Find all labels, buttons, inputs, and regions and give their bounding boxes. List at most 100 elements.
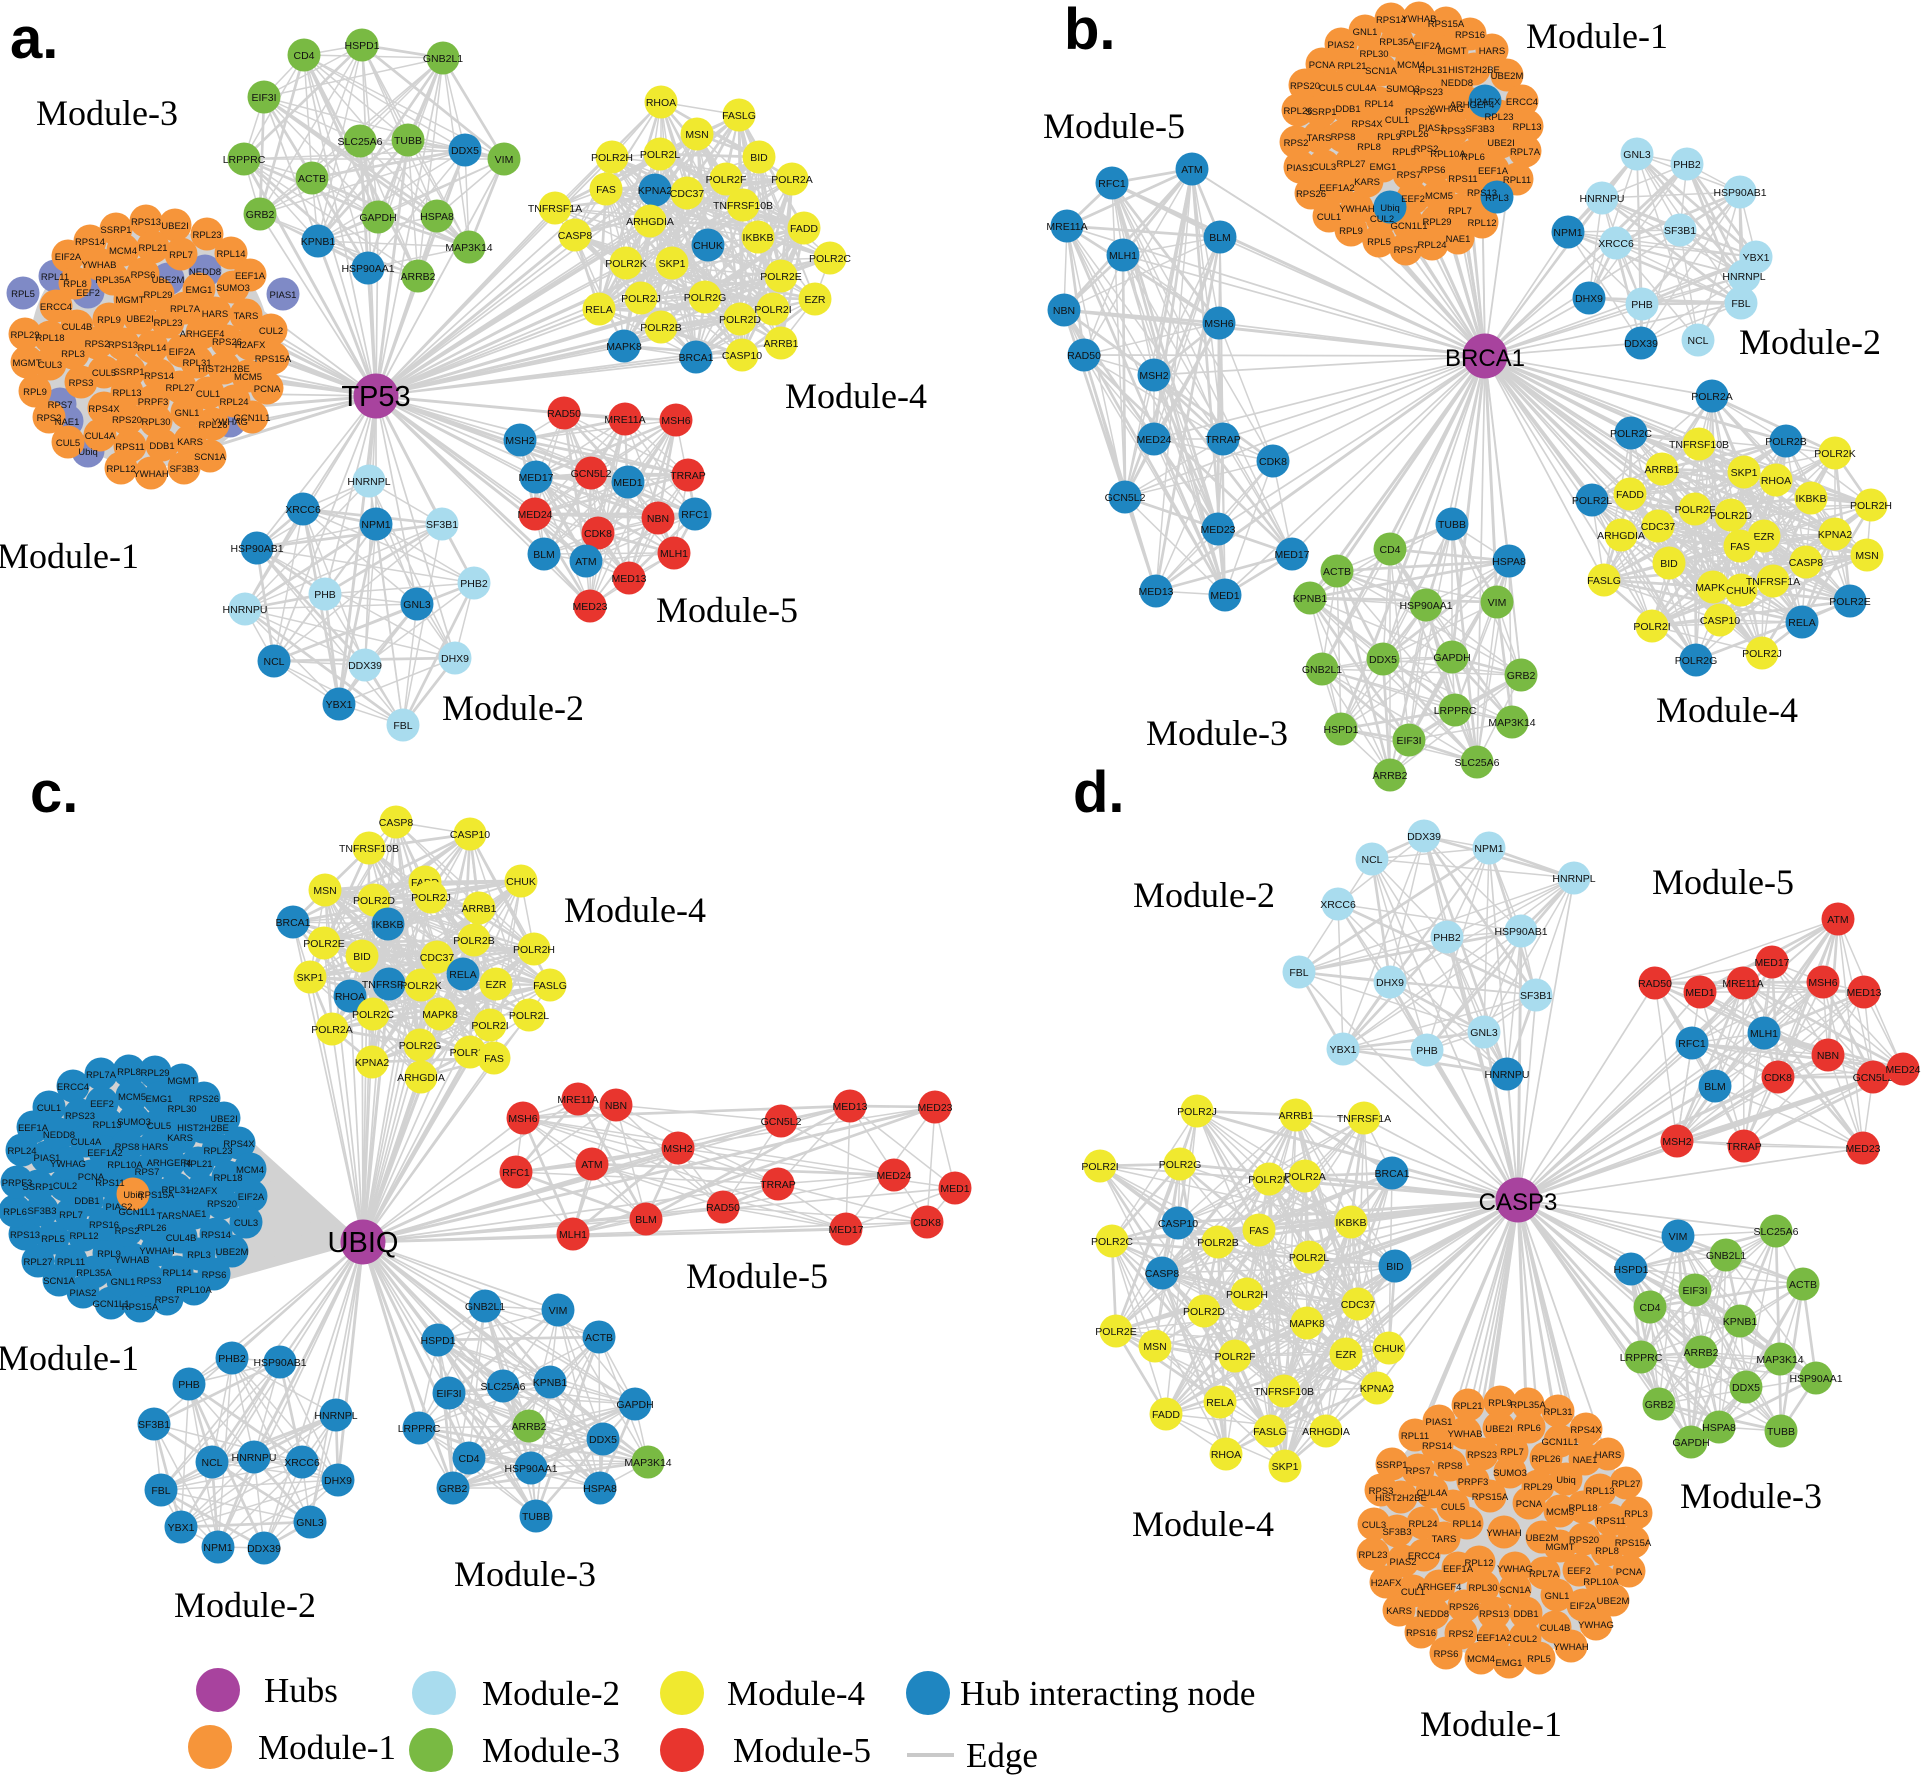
svg-text:FADD: FADD	[1616, 489, 1644, 501]
svg-text:RELA: RELA	[1206, 1397, 1233, 1409]
svg-text:Module-5: Module-5	[656, 590, 798, 630]
svg-text:VIM: VIM	[549, 1305, 568, 1317]
svg-text:EMG1: EMG1	[1496, 1658, 1523, 1669]
svg-text:HSPD1: HSPD1	[1323, 724, 1358, 736]
svg-text:YWHAH: YWHAH	[139, 1246, 175, 1257]
svg-text:UBE2M: UBE2M	[1526, 1533, 1559, 1544]
svg-text:PIAS1: PIAS1	[1426, 1417, 1453, 1428]
svg-text:RPL7: RPL7	[59, 1210, 83, 1221]
svg-text:RPS20: RPS20	[112, 415, 142, 426]
svg-text:HARS: HARS	[202, 309, 228, 320]
svg-text:RPL14: RPL14	[1452, 1519, 1481, 1530]
svg-text:VIM: VIM	[1669, 1231, 1688, 1243]
svg-text:RPS23: RPS23	[1413, 87, 1443, 98]
svg-text:YWHAH: YWHAH	[133, 469, 169, 480]
svg-text:RPS6: RPS6	[1434, 1649, 1459, 1660]
svg-text:RPS3: RPS3	[1369, 1486, 1394, 1497]
svg-text:SKP1: SKP1	[659, 258, 686, 270]
svg-text:MED17: MED17	[518, 472, 553, 484]
svg-text:CASP8: CASP8	[1789, 557, 1824, 569]
svg-text:MSH2: MSH2	[663, 1143, 692, 1155]
svg-text:POLR2A: POLR2A	[311, 1024, 352, 1036]
svg-text:SCN1A: SCN1A	[1365, 66, 1397, 77]
svg-text:MSN: MSN	[313, 885, 336, 897]
svg-text:RPS7: RPS7	[155, 1295, 180, 1306]
svg-text:PHB: PHB	[314, 589, 336, 601]
svg-text:GRB2: GRB2	[246, 209, 275, 221]
svg-text:MGMT: MGMT	[115, 295, 144, 306]
svg-text:IKBKB: IKBKB	[1336, 1217, 1367, 1229]
svg-text:POLR2J: POLR2J	[1177, 1106, 1217, 1118]
svg-text:RPS14: RPS14	[75, 237, 105, 248]
svg-text:LRPPRC: LRPPRC	[1620, 1352, 1663, 1364]
svg-text:PIAS1: PIAS1	[1287, 163, 1314, 174]
svg-text:RPS20: RPS20	[1290, 81, 1320, 92]
svg-text:ARHGDIA: ARHGDIA	[1597, 530, 1645, 542]
svg-text:RPL18: RPL18	[1568, 1503, 1597, 1514]
svg-text:HNRNPL: HNRNPL	[347, 476, 390, 488]
svg-text:MED13: MED13	[832, 1101, 867, 1113]
svg-text:H2AFX: H2AFX	[1371, 1578, 1402, 1589]
svg-text:RPS23: RPS23	[65, 1111, 95, 1122]
svg-text:TP53: TP53	[341, 381, 410, 413]
svg-text:POLR2J: POLR2J	[411, 892, 451, 904]
svg-text:MAPK8: MAPK8	[422, 1009, 458, 1021]
svg-text:DDX5: DDX5	[1732, 1382, 1760, 1394]
svg-text:FBL: FBL	[1731, 298, 1750, 310]
svg-text:SSRP1: SSRP1	[1305, 107, 1336, 118]
svg-text:HSP90AA1: HSP90AA1	[504, 1463, 557, 1475]
svg-text:TARS: TARS	[1432, 1534, 1457, 1545]
svg-text:MED23: MED23	[1845, 1143, 1880, 1155]
svg-text:EEF1A: EEF1A	[1443, 1564, 1474, 1575]
svg-text:RPL21: RPL21	[1337, 61, 1366, 72]
svg-text:GRB2: GRB2	[1645, 1399, 1674, 1411]
svg-text:RPL30: RPL30	[1359, 49, 1388, 60]
svg-text:RPS23: RPS23	[1467, 1450, 1497, 1461]
svg-text:ATM: ATM	[1827, 914, 1848, 926]
svg-text:FASLG: FASLG	[533, 980, 567, 992]
svg-text:EIF3I: EIF3I	[436, 1388, 461, 1400]
svg-text:HSP90AA1: HSP90AA1	[1789, 1373, 1842, 1385]
svg-text:SKP1: SKP1	[1272, 1461, 1299, 1473]
svg-text:RPS3: RPS3	[137, 1276, 162, 1287]
svg-text:MCM5: MCM5	[1425, 191, 1453, 202]
svg-text:RPL26: RPL26	[198, 420, 227, 431]
svg-text:CUL5: CUL5	[147, 1121, 171, 1132]
svg-text:DDX5: DDX5	[1369, 654, 1397, 666]
svg-text:RPL13: RPL13	[112, 388, 141, 399]
svg-text:RPL8: RPL8	[117, 1067, 141, 1078]
svg-text:MRE11A: MRE11A	[557, 1094, 598, 1106]
svg-text:MSH6: MSH6	[1808, 977, 1837, 989]
svg-text:BLM: BLM	[635, 1214, 657, 1226]
svg-text:EIF2A: EIF2A	[55, 252, 82, 263]
svg-text:MAPK8: MAPK8	[1289, 1318, 1325, 1330]
svg-text:POLR2D: POLR2D	[1710, 510, 1752, 522]
svg-text:TARS: TARS	[157, 1211, 182, 1222]
svg-text:FAS: FAS	[1249, 1225, 1269, 1237]
svg-text:UBE2I: UBE2I	[210, 1114, 237, 1125]
svg-text:RPL7A: RPL7A	[86, 1070, 117, 1081]
svg-text:MAP3K14: MAP3K14	[624, 1457, 671, 1469]
svg-text:RHOA: RHOA	[1761, 475, 1791, 487]
svg-text:POLR2J: POLR2J	[1742, 648, 1782, 660]
svg-text:DHX9: DHX9	[1376, 977, 1404, 989]
svg-text:RFC1: RFC1	[1098, 178, 1126, 190]
svg-text:RAD50: RAD50	[547, 408, 581, 420]
svg-text:MED13: MED13	[1846, 987, 1881, 999]
svg-text:RPL9: RPL9	[97, 315, 121, 326]
svg-text:a.: a.	[10, 6, 58, 71]
svg-text:GCN1L1: GCN1L1	[119, 1207, 156, 1218]
svg-text:HNRNPU: HNRNPU	[223, 604, 268, 616]
svg-text:EEF2: EEF2	[90, 1099, 114, 1110]
svg-text:RHOA: RHOA	[646, 97, 676, 109]
svg-text:RPS2: RPS2	[1284, 138, 1309, 149]
svg-text:GCN1L1: GCN1L1	[93, 1299, 130, 1310]
svg-text:MLH1: MLH1	[1750, 1028, 1778, 1040]
svg-text:ATM: ATM	[575, 556, 596, 568]
svg-text:EIF2A: EIF2A	[1570, 1601, 1597, 1612]
svg-text:RPS26: RPS26	[1405, 107, 1435, 118]
svg-text:BLM: BLM	[533, 549, 555, 561]
svg-text:RPL29: RPL29	[1422, 217, 1451, 228]
svg-text:ATM: ATM	[1181, 164, 1202, 176]
svg-text:GCN5L2: GCN5L2	[1105, 492, 1146, 504]
